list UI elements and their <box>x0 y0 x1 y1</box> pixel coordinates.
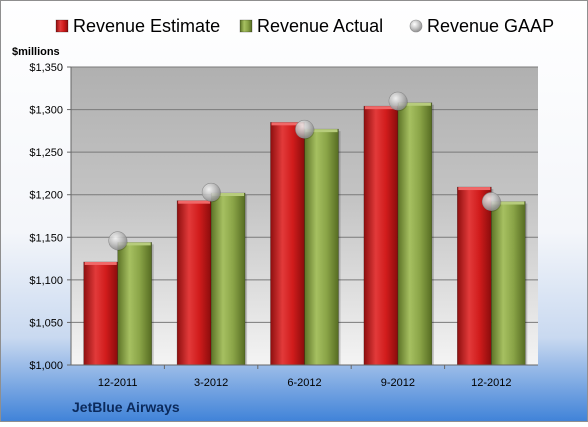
legend-swatch <box>55 19 69 33</box>
y-tick-label: $1,250 <box>29 147 63 159</box>
x-axis-ticks: 12-2011 3-2012 6-2012 9-2012 12-2012 <box>98 365 511 389</box>
y-tick-label: $1,050 <box>29 317 63 329</box>
y-tick-label: $1,350 <box>29 62 63 74</box>
bar-revenue-actual <box>210 192 246 366</box>
gaap-markers <box>108 91 502 251</box>
legend: Revenue Estimate Revenue Actual Revenue GA… <box>55 16 554 36</box>
bar-top-highlight <box>118 242 151 246</box>
gaap-marker <box>201 182 221 202</box>
y-tick-label: $1,150 <box>29 232 63 244</box>
bar-top-highlight <box>305 129 338 133</box>
bar-top-highlight <box>178 200 211 204</box>
y-axis-label: $millions <box>12 46 60 58</box>
bar-top-highlight <box>398 102 431 106</box>
y-tick-label: $1,000 <box>29 360 63 372</box>
x-tick-label: 3-2012 <box>194 377 228 389</box>
footer-company: JetBlue Airways <box>72 399 180 415</box>
legend-label: Revenue Estimate <box>73 16 220 36</box>
x-tick-label: 12-2011 <box>98 377 138 389</box>
bar-revenue-actual <box>304 128 339 366</box>
legend-swatch <box>409 19 423 33</box>
gaap-marker <box>108 231 127 250</box>
bar-top-highlight <box>458 187 491 191</box>
x-tick-label: 12-2012 <box>471 377 511 389</box>
gaap-marker <box>481 192 501 211</box>
bar-revenue-estimate <box>270 122 305 366</box>
legend-label: Revenue Actual <box>257 16 383 36</box>
bar-top-highlight <box>212 193 245 197</box>
gaap-marker <box>295 119 314 139</box>
x-tick-label: 6-2012 <box>287 377 321 389</box>
legend-label: Revenue GAAP <box>427 16 554 36</box>
gaap-marker <box>388 91 408 111</box>
bar-revenue-estimate <box>363 105 399 366</box>
bar-revenue-estimate <box>456 186 492 366</box>
legend-swatch <box>239 19 253 33</box>
bars <box>83 102 528 366</box>
y-tick-label: $1,100 <box>29 275 63 287</box>
bar-revenue-estimate <box>83 261 118 366</box>
y-tick-label: $1,300 <box>29 105 63 117</box>
x-tick-label: 9-2012 <box>381 377 415 389</box>
bar-top-highlight <box>364 106 397 110</box>
bar-revenue-actual <box>490 201 526 366</box>
bar-revenue-actual <box>117 242 152 366</box>
y-tick-label: $1,200 <box>29 190 63 202</box>
bar-top-highlight <box>271 122 304 126</box>
bar-revenue-actual <box>397 102 433 366</box>
bar-top-highlight <box>492 201 525 205</box>
bar-revenue-estimate <box>176 200 212 366</box>
bar-top-highlight <box>84 261 117 265</box>
y-axis-ticks: $1,000 $1,050 $1,100 $1,150 $1,200 $1,250 $1,3… <box>29 62 71 372</box>
